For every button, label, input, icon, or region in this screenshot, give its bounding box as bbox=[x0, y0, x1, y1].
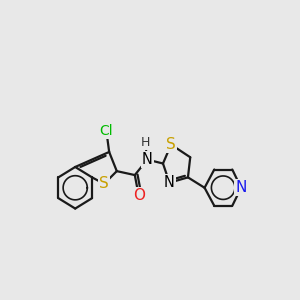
Text: H: H bbox=[140, 136, 150, 149]
Text: N: N bbox=[142, 152, 153, 167]
Text: N: N bbox=[236, 180, 247, 195]
Text: S: S bbox=[99, 176, 109, 191]
Text: N: N bbox=[164, 175, 175, 190]
Text: Cl: Cl bbox=[100, 124, 113, 138]
Text: S: S bbox=[166, 137, 176, 152]
Text: O: O bbox=[133, 188, 145, 203]
